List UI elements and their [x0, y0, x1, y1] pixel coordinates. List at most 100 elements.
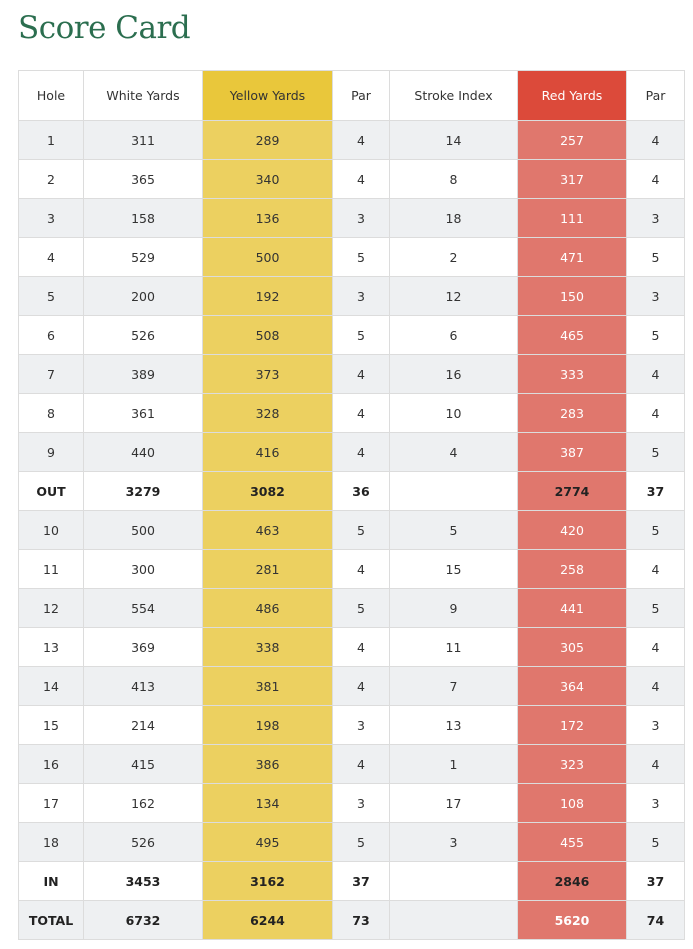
table-cell: 4 — [626, 549, 685, 589]
table-cell: 37 — [626, 861, 685, 901]
table-cell: 317 — [517, 159, 627, 199]
header-cell: Red Yards — [517, 70, 627, 121]
table-row: 18 526 495 5 3 455 5 — [18, 822, 685, 862]
table-cell: 1 — [18, 120, 84, 160]
table-row: 8 361 328 4 10 283 4 — [18, 393, 685, 433]
table-cell: 4 — [626, 627, 685, 667]
table-cell: 300 — [83, 549, 203, 589]
table-cell: 12 — [389, 276, 518, 316]
table-body: 1 311 289 4 14 257 4 2 365 340 4 8 317 4 3 158 136 3 18 111… — [18, 120, 685, 940]
table-cell — [389, 900, 518, 940]
table-cell: 108 — [517, 783, 627, 823]
table-row: 3 158 136 3 18 111 3 — [18, 198, 685, 238]
table-row: 17 162 134 3 17 108 3 — [18, 783, 685, 823]
table-cell: 2 — [389, 237, 518, 277]
table-cell: 283 — [517, 393, 627, 433]
table-cell: 441 — [517, 588, 627, 628]
table-cell: 11 — [18, 549, 84, 589]
table-cell: 338 — [202, 627, 333, 667]
table-cell: 386 — [202, 744, 333, 784]
table-cell: 9 — [18, 432, 84, 472]
table-row: 10 500 463 5 5 420 5 — [18, 510, 685, 550]
table-cell: 6 — [389, 315, 518, 355]
table-cell: 5 — [626, 822, 685, 862]
table-cell: 500 — [202, 237, 333, 277]
table-cell: 5 — [332, 588, 390, 628]
header-cell: Par — [626, 70, 685, 121]
table-cell: 4 — [332, 393, 390, 433]
table-cell: 3 — [389, 822, 518, 862]
table-cell: 554 — [83, 588, 203, 628]
table-cell: 323 — [517, 744, 627, 784]
table-cell: 36 — [332, 471, 390, 511]
table-cell: 37 — [626, 471, 685, 511]
table-cell: 150 — [517, 276, 627, 316]
table-cell: 3 — [18, 198, 84, 238]
table-cell: 74 — [626, 900, 685, 940]
table-cell: 340 — [202, 159, 333, 199]
table-cell: 5 — [332, 510, 390, 550]
table-cell: 416 — [202, 432, 333, 472]
table-row: 12 554 486 5 9 441 5 — [18, 588, 685, 628]
table-cell: 4 — [332, 744, 390, 784]
header-cell: Stroke Index — [389, 70, 518, 121]
header-cell: Hole — [18, 70, 84, 121]
table-cell: 415 — [83, 744, 203, 784]
table-cell: 10 — [18, 510, 84, 550]
table-cell: 364 — [517, 666, 627, 706]
table-cell: 12 — [18, 588, 84, 628]
table-cell: 7 — [18, 354, 84, 394]
table-cell: 4 — [332, 120, 390, 160]
table-cell: 214 — [83, 705, 203, 745]
table-cell: 361 — [83, 393, 203, 433]
table-row: 5 200 192 3 12 150 3 — [18, 276, 685, 316]
table-cell: 4 — [332, 432, 390, 472]
table-cell: 526 — [83, 315, 203, 355]
table-cell: 3082 — [202, 471, 333, 511]
header-cell: White Yards — [83, 70, 203, 121]
table-cell: 387 — [517, 432, 627, 472]
table-cell — [389, 861, 518, 901]
table-cell: 192 — [202, 276, 333, 316]
table-cell: 17 — [389, 783, 518, 823]
table-row: 4 529 500 5 2 471 5 — [18, 237, 685, 277]
table-cell: 328 — [202, 393, 333, 433]
table-cell: IN — [18, 861, 84, 901]
table-cell: 381 — [202, 666, 333, 706]
table-row: 14 413 381 4 7 364 4 — [18, 666, 685, 706]
table-cell: 5 — [626, 432, 685, 472]
table-cell: 5 — [626, 588, 685, 628]
table-cell: 4 — [332, 666, 390, 706]
table-cell: 15 — [18, 705, 84, 745]
table-cell: 172 — [517, 705, 627, 745]
table-cell: 4 — [389, 432, 518, 472]
table-cell: 281 — [202, 549, 333, 589]
table-cell: 5 — [332, 237, 390, 277]
table-cell: 4 — [626, 393, 685, 433]
table-row: 1 311 289 4 14 257 4 — [18, 120, 685, 160]
header-cell: Yellow Yards — [202, 70, 333, 121]
table-cell: 5 — [332, 822, 390, 862]
table-cell: 5 — [626, 510, 685, 550]
table-cell: 4 — [332, 159, 390, 199]
table-cell: 500 — [83, 510, 203, 550]
table-cell: 3 — [332, 705, 390, 745]
table-cell: 134 — [202, 783, 333, 823]
table-cell: 198 — [202, 705, 333, 745]
table-row: 11 300 281 4 15 258 4 — [18, 549, 685, 589]
table-cell: 5 — [389, 510, 518, 550]
table-cell: 158 — [83, 198, 203, 238]
table-cell: 16 — [18, 744, 84, 784]
table-cell: 305 — [517, 627, 627, 667]
table-cell: 365 — [83, 159, 203, 199]
table-cell: 4 — [332, 549, 390, 589]
table-cell: 9 — [389, 588, 518, 628]
header-cell: Par — [332, 70, 390, 121]
table-cell: 465 — [517, 315, 627, 355]
table-cell: 333 — [517, 354, 627, 394]
table-cell: TOTAL — [18, 900, 84, 940]
table-cell: 3453 — [83, 861, 203, 901]
table-cell: 3 — [332, 198, 390, 238]
table-cell: 2 — [18, 159, 84, 199]
table-cell: 136 — [202, 198, 333, 238]
